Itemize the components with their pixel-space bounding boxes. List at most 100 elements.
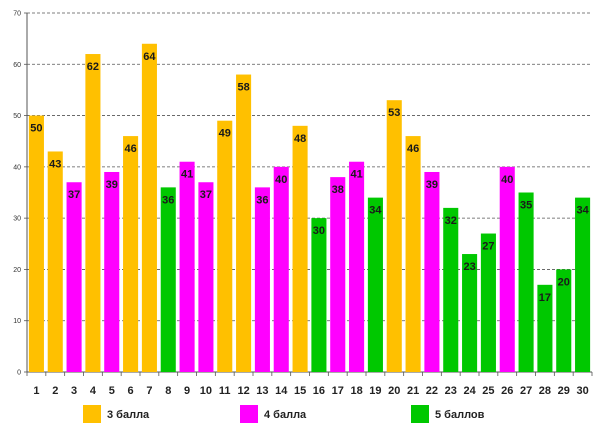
x-tick-label-25: 25: [482, 385, 494, 397]
x-tick-label-21: 21: [407, 385, 419, 397]
x-tick-label-11: 11: [219, 385, 231, 397]
bar-28: [537, 284, 553, 372]
x-tick-label-2: 2: [52, 385, 58, 397]
bar-13: [254, 187, 270, 372]
y-tick-label: 60: [13, 62, 21, 69]
data-label-25: 27: [482, 241, 494, 253]
x-tick-label-22: 22: [426, 385, 438, 397]
x-tick-label-28: 28: [539, 385, 551, 397]
data-label-28: 17: [539, 292, 551, 304]
y-tick-label: 0: [17, 370, 21, 377]
bar-14: [273, 166, 289, 372]
x-tick-label-26: 26: [501, 385, 513, 397]
data-label-10: 37: [200, 189, 212, 201]
x-tick-label-9: 9: [184, 385, 190, 397]
y-tick-label: 50: [13, 113, 21, 120]
y-tick-label: 10: [13, 318, 21, 325]
data-label-29: 20: [558, 276, 570, 288]
data-labels: 50 43 37 62 39 46 64 36 41 37 49 58 36 40 48 30 38 41 34 53…: [30, 51, 589, 304]
data-label-5: 39: [106, 179, 118, 191]
y-tick-label: 40: [13, 164, 21, 171]
data-label-1: 50: [30, 123, 42, 135]
x-tick-label-20: 20: [388, 385, 400, 397]
legend-swatch-3: [411, 405, 429, 423]
data-label-18: 41: [350, 169, 362, 181]
data-label-13: 36: [256, 194, 268, 206]
data-label-8: 36: [162, 194, 174, 206]
x-tick-label-19: 19: [369, 385, 381, 397]
bar-21: [405, 136, 421, 372]
x-tick-label-30: 30: [576, 385, 588, 397]
grid: [27, 12, 592, 322]
x-tick-label-15: 15: [294, 385, 306, 397]
axes: [24, 12, 593, 376]
bar-6: [123, 136, 139, 372]
x-tick-label-8: 8: [165, 385, 171, 397]
bar-23: [443, 207, 459, 372]
bar-25: [480, 233, 496, 372]
y-tick-label: 30: [13, 216, 21, 223]
bar-12: [236, 74, 252, 373]
x-tick-label-5: 5: [109, 385, 115, 397]
bar-29: [556, 269, 572, 372]
data-label-27: 35: [520, 200, 532, 212]
data-label-19: 34: [369, 205, 382, 217]
x-tick-label-27: 27: [520, 385, 532, 397]
x-tick-label-4: 4: [90, 385, 97, 397]
bar-2: [47, 151, 63, 372]
data-label-26: 40: [501, 174, 513, 186]
x-tick-label-29: 29: [558, 385, 570, 397]
data-label-22: 39: [426, 179, 438, 191]
data-label-23: 32: [445, 215, 457, 227]
bar-5: [104, 171, 120, 372]
data-label-14: 40: [275, 174, 287, 186]
data-label-9: 41: [181, 169, 193, 181]
data-label-15: 48: [294, 133, 306, 145]
bars: [28, 43, 591, 373]
legend-swatch-2: [240, 405, 258, 423]
x-tick-label-14: 14: [275, 385, 288, 397]
data-label-7: 64: [143, 51, 156, 63]
x-tick-label-12: 12: [237, 385, 249, 397]
x-tick-label-7: 7: [146, 385, 152, 397]
data-label-17: 38: [332, 184, 344, 196]
y-tick-label: 20: [13, 267, 21, 274]
data-label-2: 43: [49, 158, 61, 170]
bar-24: [462, 254, 478, 372]
x-tick-label-23: 23: [445, 385, 457, 397]
bar-30: [575, 197, 591, 372]
x-tick-label-24: 24: [463, 385, 476, 397]
bar-7: [141, 43, 157, 373]
x-tick-label-17: 17: [332, 385, 344, 397]
x-tick-label-13: 13: [256, 385, 268, 397]
data-label-11: 49: [219, 128, 231, 140]
data-label-20: 53: [388, 107, 400, 119]
data-label-6: 46: [124, 143, 136, 155]
bar-22: [424, 171, 440, 372]
bar-1: [28, 115, 44, 373]
data-label-3: 37: [68, 189, 80, 201]
bar-27: [518, 192, 534, 372]
legend-swatch-1: [83, 405, 101, 423]
x-tick-label-6: 6: [128, 385, 134, 397]
data-label-21: 46: [407, 143, 419, 155]
bar-3: [66, 182, 82, 372]
x-tick-label-18: 18: [350, 385, 362, 397]
legend: 3 балла 4 балла 5 баллов: [83, 405, 485, 423]
bar-19: [367, 197, 383, 372]
bar-8: [160, 187, 176, 372]
bar-26: [499, 166, 515, 372]
legend-label-3: 5 баллов: [435, 409, 485, 421]
bar-18: [349, 161, 365, 372]
data-label-4: 62: [87, 61, 99, 73]
legend-label-1: 3 балла: [107, 409, 150, 421]
legend-label-2: 4 балла: [264, 409, 307, 421]
bar-15: [292, 125, 308, 372]
x-tick-label-10: 10: [200, 385, 212, 397]
bar-4: [85, 54, 101, 373]
bar-11: [217, 120, 233, 372]
bar-20: [386, 100, 402, 372]
x-tick-label-16: 16: [313, 385, 325, 397]
